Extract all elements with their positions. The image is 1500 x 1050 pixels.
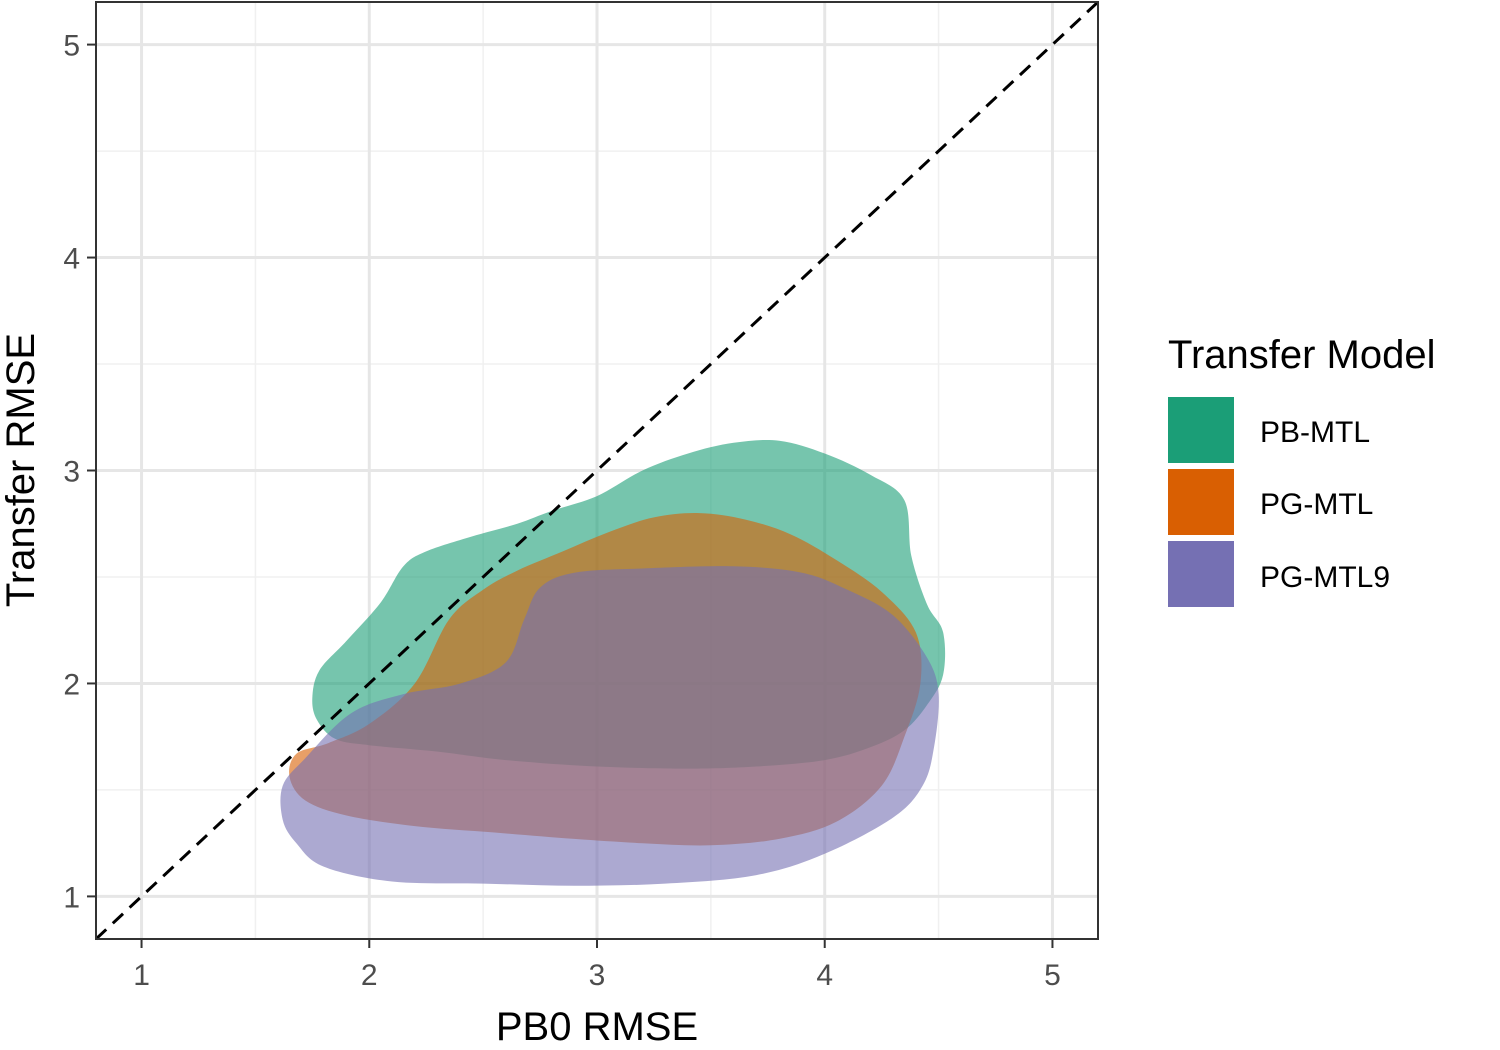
y-tick-label: 1 <box>63 881 80 914</box>
y-tick-label: 4 <box>63 243 80 276</box>
x-tick-label: 2 <box>361 959 378 992</box>
x-tick-label: 3 <box>589 959 606 992</box>
legend-label-pb-mtl: PB-MTL <box>1260 416 1370 449</box>
axis-ticks: 1 2 3 4 5 1 2 3 4 5 <box>63 30 1060 992</box>
y-tick-label: 3 <box>63 456 80 489</box>
x-tick-label: 1 <box>133 959 150 992</box>
legend-title: Transfer Model <box>1168 333 1436 377</box>
legend-label-pg-mtl9: PG-MTL9 <box>1260 561 1390 594</box>
legend-label-pg-mtl: PG-MTL <box>1260 488 1373 521</box>
x-axis-title: PB0 RMSE <box>496 1005 698 1049</box>
legend-swatch-pg-mtl9 <box>1168 541 1234 607</box>
x-tick-label: 4 <box>816 959 833 992</box>
x-tick-label: 5 <box>1044 959 1061 992</box>
legend-swatch-pb-mtl <box>1168 397 1234 463</box>
y-axis-title: Transfer RMSE <box>0 333 43 607</box>
density-areas <box>280 439 946 886</box>
y-tick-label: 2 <box>63 668 80 701</box>
density-area-pg-mtl9 <box>280 566 939 886</box>
y-tick-label: 5 <box>63 30 80 63</box>
legend-swatch-pg-mtl <box>1168 469 1234 535</box>
